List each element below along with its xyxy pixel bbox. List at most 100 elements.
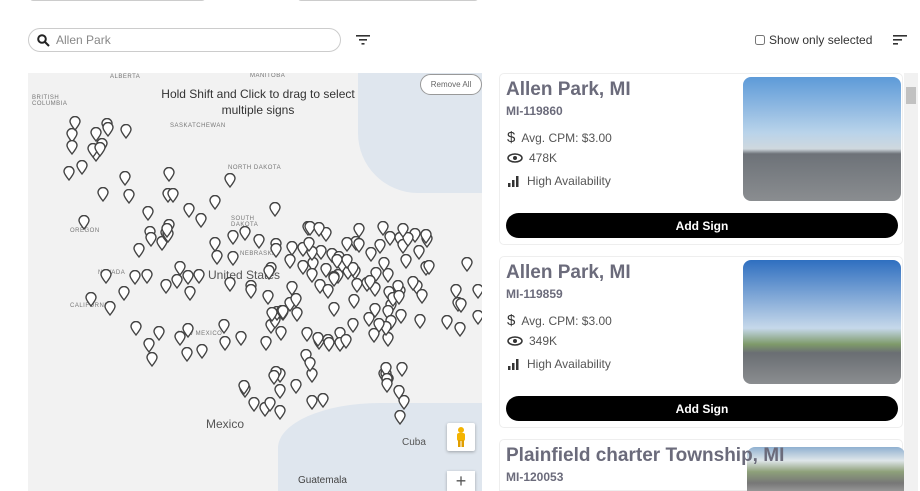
map-pin-icon[interactable] [63,165,75,181]
map-pin-icon[interactable] [413,244,426,260]
map-pin-icon[interactable] [263,264,275,280]
map-pin-icon[interactable] [296,260,309,276]
map-pin-icon[interactable] [76,159,89,175]
sort-icon[interactable] [893,34,907,46]
map-pin-icon[interactable] [395,309,408,325]
add-sign-button[interactable]: Add Sign [506,396,898,421]
map-pin-icon[interactable] [422,259,435,276]
sign-photo[interactable] [747,447,904,491]
map-pin-icon[interactable] [461,257,473,273]
street-view-pegman-icon[interactable] [447,423,475,451]
map-pin-icon[interactable] [174,330,186,347]
map-pin-icon[interactable] [181,347,194,363]
map-pin-icon[interactable] [382,267,394,283]
sign-card[interactable]: Allen Park, MI MI-119860 $ Avg. CPM: $3.0… [499,73,903,245]
map-pin-icon[interactable] [119,171,131,187]
map-pin-icon[interactable] [270,243,282,259]
map-pin-icon[interactable] [290,306,303,322]
map-pin-icon[interactable] [393,384,405,401]
map-pin-icon[interactable] [380,361,393,377]
map-pin-icon[interactable] [248,396,260,412]
map-pin-icon[interactable] [400,253,413,269]
map-pin-icon[interactable] [100,268,112,285]
map-pin-icon[interactable] [306,267,318,284]
map-pin-icon[interactable] [407,275,419,291]
map-pin-icon[interactable] [146,351,158,367]
map-pin-icon[interactable] [144,231,157,247]
top-tab-1[interactable] [30,0,205,1]
map-pin-icon[interactable] [398,395,411,411]
map-pin-icon[interactable] [353,223,365,239]
map-pin-icon[interactable] [182,322,194,338]
map-pin-icon[interactable] [301,326,313,343]
list-scrollbar[interactable] [904,73,918,491]
map-pin-icon[interactable] [413,314,426,330]
map-pin-icon[interactable] [365,247,377,263]
show-only-selected[interactable]: Show only selected [755,33,872,47]
map-pin-icon[interactable] [306,394,318,410]
map-pin-icon[interactable] [277,304,289,320]
map-pin-icon[interactable] [268,201,281,217]
map-pin-icon[interactable] [209,194,221,211]
map-pin-icon[interactable] [167,188,179,204]
map-pin-icon[interactable] [340,333,353,349]
search-input[interactable] [56,33,316,47]
map-pin-icon[interactable] [284,254,296,270]
map-pin-icon[interactable] [374,239,386,255]
map-pin-icon[interactable] [262,289,274,306]
map-pin-icon[interactable] [160,278,172,294]
map-pin-icon[interactable] [224,172,236,188]
map-pin-icon[interactable] [142,205,154,221]
map[interactable]: ALBERTA MANITOBA BRITISH COLUMBIA SASKAT… [28,73,482,491]
map-pin-icon[interactable] [350,277,363,293]
map-pin-icon[interactable] [66,139,78,155]
map-pin-icon[interactable] [194,213,207,229]
map-pin-icon[interactable] [347,317,359,333]
map-pin-icon[interactable] [239,226,251,242]
map-pin-icon[interactable] [208,237,221,253]
map-pin-icon[interactable] [317,393,329,409]
map-pin-icon[interactable] [455,297,467,314]
map-pin-icon[interactable] [401,232,414,248]
map-pin-icon[interactable] [162,166,175,182]
map-pin-icon[interactable] [331,253,343,270]
map-pin-icon[interactable] [396,361,408,377]
map-pin-icon[interactable] [420,229,433,245]
map-pin-icon[interactable] [441,315,453,331]
map-pin-icon[interactable] [253,234,265,250]
top-tab-2[interactable] [298,0,478,1]
map-pin-icon[interactable] [346,261,359,278]
map-pin-icon[interactable] [323,336,336,352]
map-pin-icon[interactable] [341,253,353,269]
map-pin-icon[interactable] [133,242,145,259]
map-pin-icon[interactable] [227,250,240,267]
map-pin-icon[interactable] [341,237,353,253]
map-pin-icon[interactable] [69,115,82,132]
map-pin-icon[interactable] [123,188,136,204]
remove-all-button[interactable]: Remove All [420,74,482,95]
map-pin-icon[interactable] [416,288,428,305]
map-pin-icon[interactable] [195,343,208,360]
map-pin-icon[interactable] [322,284,334,300]
map-pin-icon[interactable] [394,409,406,425]
sign-card[interactable]: Allen Park, MI MI-119859 $ Avg. CPM: $3.0… [499,256,903,428]
map-pin-icon[interactable] [373,317,385,333]
show-only-selected-checkbox[interactable] [755,35,765,45]
sign-photo[interactable] [743,260,901,384]
zoom-in-button[interactable]: + [447,471,475,491]
filter-icon[interactable] [356,34,370,46]
map-pin-icon[interactable] [454,322,466,338]
map-pin-icon[interactable] [94,142,107,158]
map-pin-icon[interactable] [223,276,236,293]
map-pin-icon[interactable] [85,291,97,308]
map-pin-icon[interactable] [211,249,223,266]
map-pin-icon[interactable] [368,327,380,343]
map-pin-icon[interactable] [268,369,280,386]
map-pin-icon[interactable] [472,310,482,326]
map-pin-icon[interactable] [65,127,78,143]
map-pin-icon[interactable] [472,283,482,300]
scrollbar-thumb[interactable] [906,87,916,104]
map-pin-icon[interactable] [104,300,116,316]
map-pin-icon[interactable] [274,404,286,421]
map-pin-icon[interactable] [393,289,405,306]
